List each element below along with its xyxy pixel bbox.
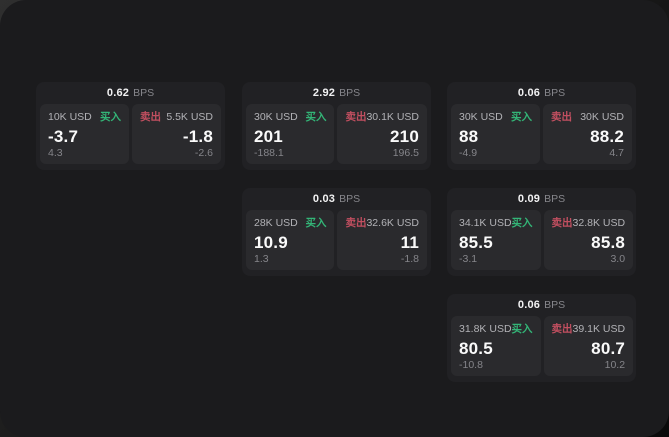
bps-unit-label: BPS bbox=[544, 193, 566, 205]
card-header: 2.92 BPS bbox=[242, 82, 431, 104]
sell-panel[interactable]: 卖出 5.5K USD -1.8 -2.6 bbox=[132, 104, 221, 164]
sell-label: 卖出 bbox=[140, 111, 161, 123]
sell-price: 11 bbox=[400, 233, 419, 252]
buy-label: 买入 bbox=[511, 323, 533, 335]
sell-price: 210 bbox=[390, 127, 419, 146]
sell-amount: 39.1K USD bbox=[572, 323, 626, 335]
sell-price: -1.8 bbox=[182, 127, 213, 146]
sell-label: 卖出 bbox=[345, 217, 367, 229]
sell-amount: 30K USD bbox=[580, 111, 624, 123]
sell-panel[interactable]: 卖出 32.8K USD 85.8 3.0 bbox=[543, 210, 634, 270]
buy-delta: 4.3 bbox=[48, 147, 63, 159]
buy-price: 80.5 bbox=[459, 339, 493, 358]
buy-amount: 31.8K USD bbox=[459, 323, 512, 335]
buy-amount: 10K USD bbox=[48, 111, 92, 123]
buy-amount: 28K USD bbox=[254, 217, 298, 229]
buy-label: 买入 bbox=[511, 217, 533, 229]
buy-price: 88 bbox=[459, 127, 479, 146]
quote-card: 0.06 BPS 30K USD 买入 88 -4.9 卖出 30K USD 8… bbox=[447, 82, 636, 170]
buy-amount: 34.1K USD bbox=[459, 217, 512, 229]
bps-unit-label: BPS bbox=[339, 193, 361, 205]
bps-value: 0.62 bbox=[106, 87, 130, 99]
quote-panels: 10K USD 买入 -3.7 4.3 卖出 5.5K USD -1.8 -2.… bbox=[36, 104, 225, 164]
buy-panel[interactable]: 30K USD 买入 88 -4.9 bbox=[451, 104, 540, 164]
sell-panel[interactable]: 卖出 30.1K USD 210 196.5 bbox=[337, 104, 427, 164]
buy-amount: 30K USD bbox=[459, 111, 503, 123]
quote-panels: 34.1K USD 买入 85.5 -3.1 卖出 32.8K USD 85.8… bbox=[447, 210, 636, 270]
sell-price: 80.7 bbox=[591, 339, 626, 358]
sell-delta: 3.0 bbox=[610, 253, 626, 265]
sell-panel[interactable]: 卖出 30K USD 88.2 4.7 bbox=[543, 104, 632, 164]
bps-value: 0.03 bbox=[312, 193, 336, 205]
bps-value: 0.09 bbox=[517, 193, 541, 205]
buy-price: 10.9 bbox=[254, 233, 288, 252]
buy-panel[interactable]: 30K USD 买入 201 -188.1 bbox=[246, 104, 335, 164]
sell-amount: 32.8K USD bbox=[572, 217, 626, 229]
sell-amount: 32.6K USD bbox=[366, 217, 419, 229]
buy-panel[interactable]: 34.1K USD 买入 85.5 -3.1 bbox=[451, 210, 541, 270]
bps-unit-label: BPS bbox=[544, 299, 566, 311]
buy-panel[interactable]: 28K USD 买入 10.9 1.3 bbox=[246, 210, 335, 270]
quote-panels: 30K USD 买入 201 -188.1 卖出 30.1K USD 210 1… bbox=[242, 104, 431, 164]
buy-amount: 30K USD bbox=[254, 111, 298, 123]
bps-unit-label: BPS bbox=[544, 87, 566, 99]
quote-card: 0.62 BPS 10K USD 买入 -3.7 4.3 卖出 5.5K USD… bbox=[36, 82, 225, 170]
sell-price: 85.8 bbox=[591, 233, 626, 252]
card-header: 0.62 BPS bbox=[36, 82, 225, 104]
bps-unit-label: BPS bbox=[133, 87, 155, 99]
bps-value: 0.06 bbox=[517, 87, 541, 99]
card-header: 0.09 BPS bbox=[447, 188, 636, 210]
quote-panels: 28K USD 买入 10.9 1.3 卖出 32.6K USD 11 -1.8 bbox=[242, 210, 431, 270]
buy-delta: -4.9 bbox=[459, 147, 478, 159]
buy-panel[interactable]: 10K USD 买入 -3.7 4.3 bbox=[40, 104, 129, 164]
buy-delta: -188.1 bbox=[254, 147, 284, 159]
sell-delta: -2.6 bbox=[194, 147, 213, 159]
sell-label: 卖出 bbox=[551, 217, 573, 229]
sell-delta: -1.8 bbox=[400, 253, 419, 265]
quote-card: 0.03 BPS 28K USD 买入 10.9 1.3 卖出 32.6K US… bbox=[242, 188, 431, 276]
sell-delta: 196.5 bbox=[392, 147, 419, 159]
card-header: 0.06 BPS bbox=[447, 294, 636, 316]
buy-delta: -10.8 bbox=[459, 359, 483, 371]
sell-label: 卖出 bbox=[345, 111, 367, 123]
sell-panel[interactable]: 卖出 39.1K USD 80.7 10.2 bbox=[543, 316, 634, 376]
buy-price: 85.5 bbox=[459, 233, 493, 252]
card-header: 0.03 BPS bbox=[242, 188, 431, 210]
quote-panels: 30K USD 买入 88 -4.9 卖出 30K USD 88.2 4.7 bbox=[447, 104, 636, 164]
card-header: 0.06 BPS bbox=[447, 82, 636, 104]
quote-card: 0.06 BPS 31.8K USD 买入 80.5 -10.8 卖出 39.1… bbox=[447, 294, 636, 382]
buy-delta: 1.3 bbox=[254, 253, 269, 265]
quote-card: 2.92 BPS 30K USD 买入 201 -188.1 卖出 30.1K … bbox=[242, 82, 431, 170]
buy-label: 买入 bbox=[511, 111, 532, 123]
bps-unit-label: BPS bbox=[339, 87, 361, 99]
sell-amount: 30.1K USD bbox=[366, 111, 419, 123]
buy-price: 201 bbox=[254, 127, 283, 146]
bps-value: 0.06 bbox=[517, 299, 541, 311]
quote-panels: 31.8K USD 买入 80.5 -10.8 卖出 39.1K USD 80.… bbox=[447, 316, 636, 376]
sell-amount: 5.5K USD bbox=[166, 111, 213, 123]
buy-label: 买入 bbox=[305, 217, 327, 229]
quote-card: 0.09 BPS 34.1K USD 买入 85.5 -3.1 卖出 32.8K… bbox=[447, 188, 636, 276]
buy-label: 买入 bbox=[100, 111, 121, 123]
sell-label: 卖出 bbox=[551, 111, 572, 123]
sell-delta: 4.7 bbox=[609, 147, 624, 159]
sell-panel[interactable]: 卖出 32.6K USD 11 -1.8 bbox=[337, 210, 427, 270]
sell-label: 卖出 bbox=[551, 323, 573, 335]
buy-price: -3.7 bbox=[48, 127, 79, 146]
sell-price: 88.2 bbox=[590, 127, 624, 146]
buy-panel[interactable]: 31.8K USD 买入 80.5 -10.8 bbox=[451, 316, 541, 376]
bps-value: 2.92 bbox=[312, 87, 336, 99]
buy-delta: -3.1 bbox=[459, 253, 478, 265]
buy-label: 买入 bbox=[305, 111, 327, 123]
sell-delta: 10.2 bbox=[604, 359, 626, 371]
